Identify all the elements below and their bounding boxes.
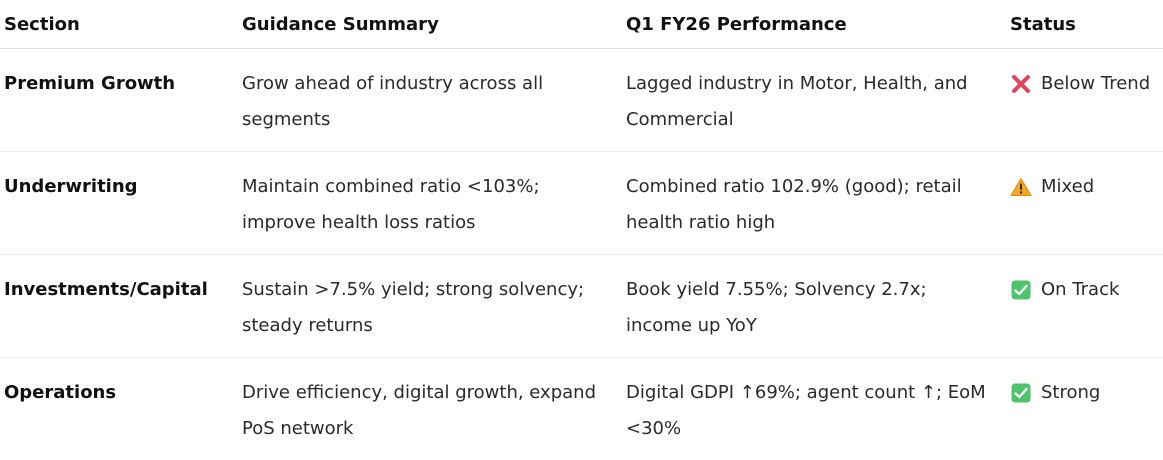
status-cell: Strong xyxy=(1010,358,1163,460)
status-label: On Track xyxy=(1041,272,1119,308)
warning-icon xyxy=(1010,176,1032,198)
guidance-cell: Drive efficiency, digital growth, expand… xyxy=(242,358,626,460)
header-section: Section xyxy=(0,0,242,49)
guidance-cell: Maintain combined ratio <103%; improve h… xyxy=(242,152,626,255)
section-cell: Premium Growth xyxy=(0,49,242,152)
status-cell: Mixed xyxy=(1010,152,1163,255)
table-row: Premium Growth Grow ahead of industry ac… xyxy=(0,49,1163,152)
status-label: Strong xyxy=(1041,375,1100,411)
section-cell: Operations xyxy=(0,358,242,460)
performance-cell: Lagged industry in Motor, Health, and Co… xyxy=(626,49,1010,152)
guidance-cell: Sustain >7.5% yield; strong solvency; st… xyxy=(242,255,626,358)
header-q1-performance: Q1 FY26 Performance xyxy=(626,0,1010,49)
table-row: Investments/Capital Sustain >7.5% yield;… xyxy=(0,255,1163,358)
table-row: Underwriting Maintain combined ratio <10… xyxy=(0,152,1163,255)
section-cell: Underwriting xyxy=(0,152,242,255)
header-status: Status xyxy=(1010,0,1163,49)
cross-mark-icon xyxy=(1010,73,1032,95)
guidance-cell: Grow ahead of industry across all segmen… xyxy=(242,49,626,152)
table-header-row: Section Guidance Summary Q1 FY26 Perform… xyxy=(0,0,1163,49)
status-label: Mixed xyxy=(1041,169,1094,205)
check-box-icon xyxy=(1010,382,1032,404)
status-badge: Below Trend xyxy=(1010,66,1151,102)
performance-cell: Combined ratio 102.9% (good); retail hea… xyxy=(626,152,1010,255)
status-badge: Mixed xyxy=(1010,169,1151,205)
status-cell: Below Trend xyxy=(1010,49,1163,152)
status-badge: Strong xyxy=(1010,375,1151,411)
check-box-icon xyxy=(1010,279,1032,301)
header-guidance-summary: Guidance Summary xyxy=(242,0,626,49)
table-row: Operations Drive efficiency, digital gro… xyxy=(0,358,1163,460)
performance-cell: Digital GDPI ↑69%; agent count ↑; EoM <3… xyxy=(626,358,1010,460)
status-cell: On Track xyxy=(1010,255,1163,358)
status-label: Below Trend xyxy=(1041,66,1150,102)
status-badge: On Track xyxy=(1010,272,1151,308)
performance-cell: Book yield 7.55%; Solvency 2.7x; income … xyxy=(626,255,1010,358)
section-cell: Investments/Capital xyxy=(0,255,242,358)
